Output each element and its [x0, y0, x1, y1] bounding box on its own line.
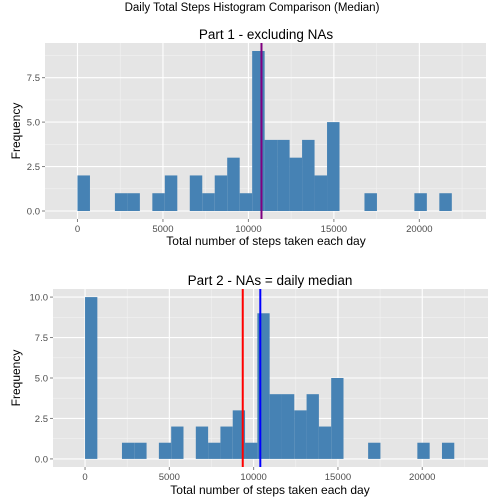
y-tick-label: 7.5	[27, 73, 40, 84]
histogram-bar	[306, 394, 319, 459]
panel-1-x-ticks: 0 5000 10000 15000 20000	[75, 219, 433, 235]
histogram-bar	[239, 193, 253, 211]
histogram-bar	[264, 139, 278, 211]
panel-1-bars	[77, 51, 452, 211]
histogram-bar	[189, 175, 203, 211]
histogram-bar	[164, 175, 178, 211]
panel-2-x-axis-label: Total number of steps taken each day	[170, 483, 369, 497]
histogram-bar	[289, 157, 303, 211]
panel-part-2: Part 2 - NAs = daily median 0 5000 10000 15…	[9, 273, 488, 497]
y-tick-label: 2.5	[35, 414, 48, 425]
histogram-bar	[114, 193, 128, 211]
x-tick-label: 5000	[152, 224, 173, 235]
y-tick-label: 0.0	[27, 207, 40, 218]
histogram-bar	[152, 193, 165, 211]
histogram-bar	[417, 442, 430, 459]
histogram-bar	[281, 394, 295, 459]
histogram-bar	[318, 426, 332, 459]
histogram-bar	[439, 193, 452, 211]
x-tick-label: 0	[82, 472, 87, 483]
panel-2-x-ticks: 0 5000 10000 15000 20000	[82, 467, 435, 483]
y-tick-label: 5.0	[27, 118, 40, 129]
histogram-bar	[294, 410, 307, 459]
histogram-bar	[77, 175, 90, 211]
histogram-bar	[134, 442, 147, 459]
histogram-bar	[245, 442, 258, 459]
histogram-bar	[252, 51, 265, 211]
panel-1-y-axis-label: Frequency	[9, 103, 23, 160]
histogram-bar	[327, 122, 340, 211]
histogram-bar	[302, 139, 315, 211]
histogram-bar	[208, 442, 221, 459]
panel-2-y-axis-label: Frequency	[9, 350, 23, 407]
histogram-bar	[85, 297, 98, 459]
histogram-bar	[441, 442, 455, 459]
x-tick-label: 15000	[321, 224, 347, 235]
histogram-bar	[414, 193, 427, 211]
y-tick-label: 10.0	[30, 293, 49, 304]
histogram-bar	[158, 442, 172, 459]
histogram-bar	[269, 394, 282, 459]
x-tick-label: 10000	[240, 472, 266, 483]
x-tick-label: 0	[75, 224, 80, 235]
y-tick-label: 7.5	[35, 333, 48, 344]
x-tick-label: 5000	[159, 472, 180, 483]
histogram-bar	[227, 157, 240, 211]
histogram-bar	[220, 426, 233, 459]
y-tick-label: 2.5	[27, 162, 40, 173]
histogram-bar	[364, 193, 377, 211]
histogram-bar	[277, 139, 290, 211]
x-tick-label: 20000	[409, 472, 435, 483]
y-tick-label: 0.0	[35, 454, 48, 465]
panel-2-median-lines	[241, 289, 262, 467]
panel-1-y-ticks: 0.0 2.5 5.0 7.5	[27, 73, 45, 218]
panel-1-title: Part 1 - excluding NAs	[199, 27, 334, 42]
histogram-bar	[195, 426, 209, 459]
x-tick-label: 15000	[325, 472, 351, 483]
panel-part-1: Part 1 - excluding NAs 0 5000 10000 15000 20…	[9, 27, 486, 248]
histogram-bar	[257, 313, 270, 459]
histogram-bar	[368, 442, 381, 459]
panel-2-y-ticks: 0.0 2.5 5.0 7.5 10.0	[30, 293, 53, 465]
histogram-bar	[121, 442, 135, 459]
histogram-bar	[127, 193, 140, 211]
panel-2-title: Part 2 - NAs = daily median	[188, 273, 353, 288]
x-tick-label: 10000	[235, 224, 261, 235]
figure-title: Daily Total Steps Histogram Comparison (…	[125, 2, 380, 14]
histogram-bar	[214, 175, 228, 211]
histogram-bar	[331, 378, 344, 459]
x-tick-label: 20000	[406, 224, 432, 235]
histogram-bar	[202, 193, 215, 211]
histogram-bar	[171, 426, 184, 459]
panel-1-x-axis-label: Total number of steps taken each day	[166, 234, 365, 248]
histogram-bar	[314, 175, 328, 211]
y-tick-label: 5.0	[35, 374, 48, 385]
